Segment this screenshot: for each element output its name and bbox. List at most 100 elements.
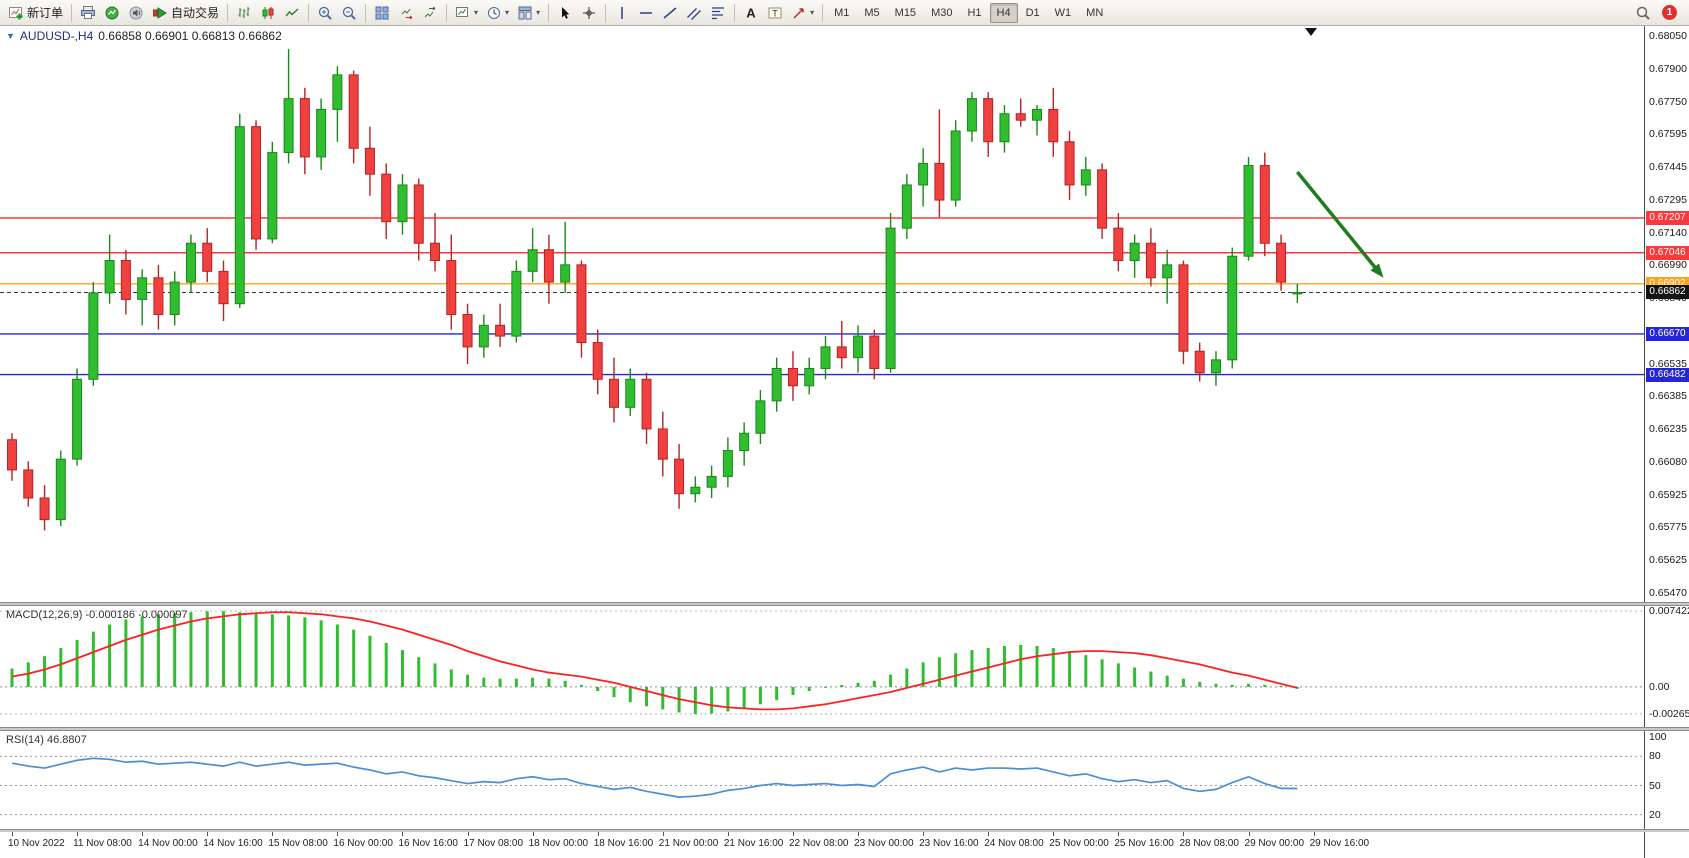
- price-chart-pane[interactable]: ▼ AUDUSD-,H4 0.66858 0.66901 0.66813 0.6…: [0, 26, 1644, 602]
- timeframe-button-m5[interactable]: M5: [864, 6, 880, 19]
- new-chart-icon: [456, 6, 469, 17]
- price-axis-label: 0.66080: [1649, 455, 1687, 468]
- auto-trading-button[interactable]: 自动交易: [148, 2, 223, 24]
- horizontal-line-icon: [640, 11, 653, 14]
- tile-windows-button[interactable]: [370, 2, 394, 24]
- vertical-line-icon: [621, 6, 623, 19]
- crosshair-icon: [583, 6, 596, 19]
- toolbar-separator: [71, 3, 73, 22]
- pane-splitter: [0, 829, 1689, 832]
- zoom-in-icon: [318, 6, 332, 20]
- ohlc-expander-icon[interactable]: ▼: [6, 31, 15, 41]
- pane-splitter[interactable]: [0, 727, 1689, 731]
- price-axis-label: 0.67900: [1649, 62, 1687, 75]
- rsi-label: RSI(14) 46.8807: [6, 734, 87, 746]
- rsi-indicator-pane[interactable]: RSI(14) 46.8807: [0, 731, 1644, 829]
- line-chart-button[interactable]: [280, 2, 304, 24]
- time-axis-label: 17 Nov 08:00: [463, 838, 524, 849]
- quotes-button[interactable]: [100, 2, 124, 24]
- rsi-axis-label: 50: [1649, 779, 1661, 792]
- search-button[interactable]: [1631, 2, 1655, 24]
- time-axis-label: 14 Nov 00:00: [138, 838, 198, 849]
- macd-indicator-pane[interactable]: MACD(12,26,9) -0.000186 -0.000097: [0, 606, 1644, 727]
- candlestick-chart-button[interactable]: [256, 2, 280, 24]
- rsi-axis-label: 80: [1649, 750, 1661, 763]
- sound-icon: [129, 6, 143, 19]
- toolbar: 新订单: [0, 0, 1689, 26]
- chart-title: ▼ AUDUSD-,H4 0.66858 0.66901 0.66813 0.6…: [6, 29, 282, 43]
- timeframe-group: M1 M5 M15 M30 H1 H4 D1 W1 MN: [827, 2, 1110, 23]
- time-axis-label: 29 Nov 16:00: [1309, 838, 1370, 849]
- rsi-value: 46.8807: [46, 734, 87, 746]
- text-icon: A: [746, 5, 756, 20]
- toolbar-separator: [227, 3, 229, 22]
- arrows-button[interactable]: ▾: [787, 2, 818, 24]
- dropdown-caret: ▾: [536, 7, 541, 17]
- text-button[interactable]: A: [739, 2, 763, 24]
- time-axis-tick: [1183, 832, 1185, 836]
- toolbar-separator: [822, 3, 824, 22]
- auto-scroll-button[interactable]: [394, 2, 418, 24]
- level-price-badge: 0.66670: [1646, 326, 1689, 341]
- timeframe-button-m15[interactable]: M15: [894, 6, 917, 19]
- time-axis-label: 21 Nov 00:00: [658, 838, 719, 849]
- bar-chart-button[interactable]: [232, 2, 256, 24]
- price-axis-label: 0.67140: [1649, 226, 1687, 239]
- fibonacci-button[interactable]: [706, 2, 730, 24]
- chart-symbol-period: AUDUSD-,H4: [19, 29, 94, 43]
- zoom-out-icon: [342, 6, 356, 20]
- trendline-button[interactable]: [658, 2, 682, 24]
- fibonacci-icon: [712, 6, 725, 19]
- auto-trading-icon: [153, 6, 167, 19]
- equidistant-channel-button[interactable]: [682, 2, 706, 24]
- timeframe-button-mn[interactable]: MN: [1086, 6, 1104, 19]
- rsi-canvas[interactable]: [0, 731, 1644, 829]
- price-axis-label: 0.66385: [1649, 390, 1687, 403]
- periods-button[interactable]: ▾: [482, 2, 513, 24]
- timeframe-button-d1[interactable]: D1: [1025, 6, 1040, 19]
- text-label-button[interactable]: T: [763, 2, 787, 24]
- arrows-icon: [793, 7, 804, 19]
- time-axis-tick: [727, 832, 729, 836]
- equidistant-channel-icon: [687, 7, 702, 20]
- new-chart-button[interactable]: ▾: [451, 2, 482, 24]
- trend-arrow-annotation[interactable]: [1295, 170, 1380, 273]
- zoom-out-button[interactable]: [337, 2, 361, 24]
- zoom-in-button[interactable]: [313, 2, 337, 24]
- macd-canvas[interactable]: [0, 606, 1644, 727]
- price-axis[interactable]: 0.68050 0.67900 0.67750 0.67595 0.67445 0.672…: [1644, 26, 1689, 858]
- new-order-button[interactable]: 新订单: [4, 2, 67, 24]
- vertical-line-button[interactable]: [610, 2, 634, 24]
- trend-arrow-head[interactable]: [1370, 263, 1384, 278]
- timeframe-button-m30[interactable]: M30: [931, 6, 953, 19]
- cursor-button[interactable]: [553, 2, 577, 24]
- sound-button[interactable]: [124, 2, 148, 24]
- dropdown-caret: ▾: [474, 7, 479, 17]
- price-axis-label: 0.67445: [1649, 161, 1687, 174]
- auto-scroll-icon: [401, 8, 413, 19]
- time-axis[interactable]: 10 Nov 2022 11 Nov 08:00 14 Nov 00:00 14 No…: [0, 832, 1644, 858]
- time-axis-tick: [923, 832, 925, 836]
- timeframe-button-h4[interactable]: H4: [989, 2, 1018, 23]
- time-axis-tick: [272, 832, 274, 836]
- line-chart-icon: [285, 7, 299, 16]
- pane-splitter[interactable]: [0, 602, 1689, 606]
- rsi-axis-label: 100: [1649, 731, 1667, 743]
- timeframe-button-h1[interactable]: H1: [967, 6, 982, 19]
- time-axis-tick: [402, 832, 404, 836]
- templates-button[interactable]: ▾: [513, 2, 544, 24]
- search-icon: [1636, 6, 1650, 20]
- time-axis-tick: [532, 832, 534, 836]
- timeframe-button-w1[interactable]: W1: [1054, 6, 1072, 19]
- time-axis-tick: [142, 832, 144, 836]
- horizontal-line-button[interactable]: [634, 2, 658, 24]
- timeframe-button-m1[interactable]: M1: [834, 6, 850, 19]
- price-chart-canvas[interactable]: [0, 26, 1644, 602]
- rsi-axis-label: 20: [1649, 808, 1661, 821]
- print-button[interactable]: [76, 2, 100, 24]
- notification-badge[interactable]: 1: [1662, 5, 1677, 20]
- crosshair-button[interactable]: [577, 2, 601, 24]
- chart-shift-button[interactable]: [418, 2, 442, 24]
